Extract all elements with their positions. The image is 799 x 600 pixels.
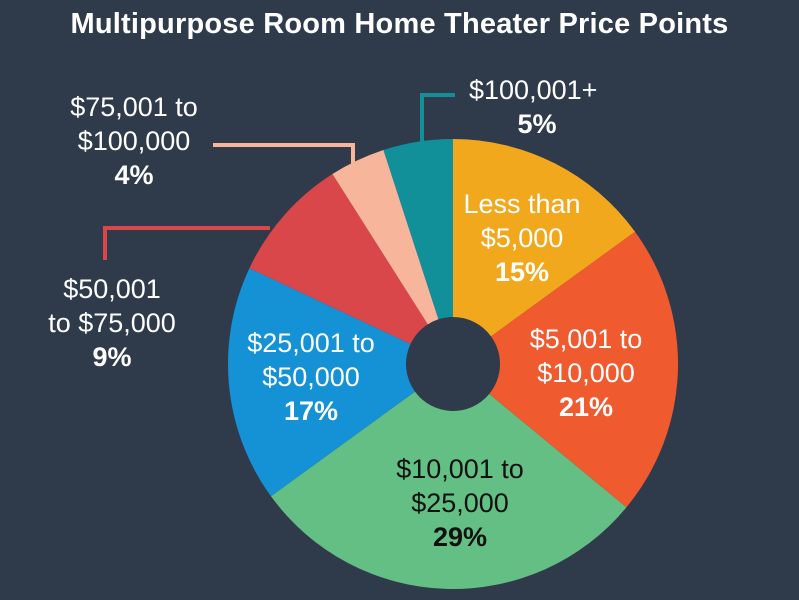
slice-percent-label: 29% [433, 522, 487, 552]
slice-label-line: $10,000 [537, 358, 635, 388]
leader-line-100-001 [420, 93, 455, 150]
slice-label-line: $100,000 [78, 126, 191, 156]
pie-slice-100-001 [383, 139, 453, 320]
slice-label-line: $5,000 [481, 223, 564, 253]
slice-percent-label: 21% [559, 392, 613, 422]
slice-label-line: $50,001 [63, 274, 161, 304]
slice-label-line: $25,001 to [247, 328, 375, 358]
slice-label-line: $10,001 to [396, 454, 524, 484]
slice-percent-label: 5% [517, 109, 556, 139]
pie-slice-75-001-to-100-000 [332, 150, 439, 325]
slice-label-line: $50,000 [262, 362, 360, 392]
slice-label-line: $100,001+ [469, 75, 597, 105]
pie-slice-50-001-to-75-000 [249, 174, 428, 344]
leader-line-75-001-to-100-000 [213, 143, 355, 172]
slice-label-line: to $75,000 [48, 308, 176, 338]
slice-percent-label: 17% [284, 396, 338, 426]
slice-percent-label: 9% [92, 342, 131, 372]
slice-label-line: Less than [463, 189, 580, 219]
leader-line-50-001-to-75-000 [103, 226, 270, 260]
slice-percent-label: 15% [495, 257, 549, 287]
chart-title: Multipurpose Room Home Theater Price Poi… [70, 8, 729, 40]
pie-slice-5-001-to-10-000 [489, 231, 679, 508]
pie-slice-25-001-to-50-000 [228, 268, 415, 497]
pie-slice-less-than-5-000 [453, 139, 636, 337]
slice-label-line: $25,000 [411, 488, 509, 518]
slice-percent-label: 4% [114, 160, 153, 190]
slice-label-line: $75,001 to [70, 92, 198, 122]
pie-slice-10-001-to-25-000 [270, 391, 627, 590]
slice-label-line: $5,001 to [530, 324, 643, 354]
